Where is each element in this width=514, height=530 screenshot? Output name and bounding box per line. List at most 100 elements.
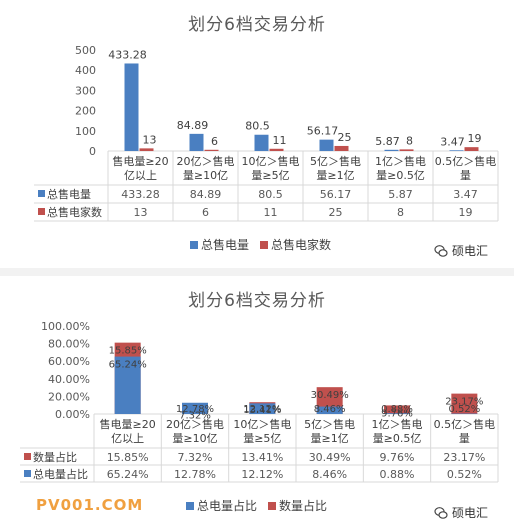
data-label: 12.78%: [176, 404, 214, 415]
table-row-header: 总售电家数: [47, 205, 102, 219]
data-label: 23.17%: [445, 397, 483, 408]
category-label: 0.5亿＞售电: [434, 417, 496, 431]
chart-panel-1: 划分6档交易分析 500 400 300 200 100 0 433.28 13 售电量≥20 亿…: [34, 15, 499, 258]
y-tick-label: 100: [75, 125, 96, 138]
category-label: 20亿＞售电: [177, 154, 235, 168]
y-tick-label: 20.00%: [48, 390, 90, 403]
bar: [249, 403, 276, 414]
legend-label: 总电量占比: [197, 498, 257, 513]
bar: [269, 148, 284, 151]
y-tick-label: 60.00%: [48, 355, 90, 368]
table-cell: 433.28: [121, 188, 160, 201]
table-cell: 8: [397, 206, 404, 219]
y-tick-label: 400: [75, 64, 96, 77]
legend-swatch: [260, 241, 268, 249]
table-cell: 3.47: [453, 188, 478, 201]
category-label: 量≥5亿: [251, 169, 289, 182]
legend-label: 总售电量: [201, 237, 249, 252]
bar: [449, 150, 464, 151]
data-label: 15.85%: [109, 346, 147, 357]
table-cell: 12.78%: [174, 468, 216, 481]
bar: [451, 413, 478, 415]
y-tick-label: 40.00%: [48, 373, 90, 386]
category-label: 量≥10亿: [172, 432, 217, 445]
category-label: 售电量≥20: [112, 154, 168, 168]
bar: [384, 413, 410, 414]
brand-badge-label: 硕电汇: [452, 506, 489, 520]
table-cell: 15.85%: [107, 451, 149, 464]
wechat-icon: [434, 244, 448, 257]
category-label: 20亿＞售电: [166, 417, 224, 431]
table-cell: 30.49%: [309, 451, 351, 464]
category-label: 1亿＞售电: [372, 417, 423, 431]
data-label: 13.41%: [243, 405, 281, 416]
y-tick-label: 80.00%: [48, 338, 90, 351]
bar: [139, 148, 154, 151]
table-cell: 6: [202, 206, 209, 219]
y-tick-label: 100.00%: [41, 320, 90, 333]
bar: [464, 147, 479, 151]
category-label: 量≥0.5亿: [373, 432, 422, 445]
chart-1-svg: 5004003002001000433.2813售电量≥20亿以上84.8962…: [34, 44, 499, 252]
category-label: 量≥1亿: [311, 432, 349, 445]
legend-label: 数量占比: [279, 498, 327, 513]
table-cell: 9.76%: [380, 451, 415, 464]
legend-swatch: [186, 502, 194, 510]
y-tick-label: 0: [89, 145, 96, 158]
table-cell: 13: [134, 206, 148, 219]
y-tick-label: 300: [75, 84, 96, 97]
legend-key: [24, 453, 31, 460]
bar: [384, 405, 410, 414]
data-label: 30.49%: [311, 390, 349, 401]
data-label: 25: [338, 131, 352, 144]
category-label: 量≥0.5亿: [376, 169, 425, 182]
bar: [384, 149, 399, 151]
panel-divider: [0, 268, 514, 276]
data-label: 3.47: [440, 135, 465, 148]
data-label: 12.12%: [243, 404, 281, 415]
bar: [334, 145, 349, 151]
legend-key: [38, 190, 45, 197]
category-label: 亿以上: [124, 169, 157, 182]
legend-swatch: [268, 502, 276, 510]
table-cell: 56.17: [320, 188, 352, 201]
watermark-text: PV001.COM: [36, 496, 144, 514]
table-cell: 80.5: [258, 188, 283, 201]
table-cell: 25: [329, 206, 343, 219]
data-label: 13: [143, 133, 157, 146]
data-label: 6: [211, 135, 218, 148]
table-cell: 11: [264, 206, 278, 219]
data-label: 56.17: [307, 125, 339, 138]
legend-swatch: [190, 241, 198, 249]
category-label: 量≥1亿: [316, 169, 354, 182]
category-label: 5亿＞售电: [310, 154, 361, 168]
data-label: 19: [468, 132, 482, 145]
table-cell: 8.46%: [312, 468, 347, 481]
legend-label: 总售电家数: [271, 237, 331, 252]
data-label: 7.32%: [179, 411, 211, 422]
chart-title: 划分6档交易分析: [188, 15, 326, 35]
table-cell: 19: [459, 206, 473, 219]
data-label: 84.89: [177, 119, 209, 132]
brand-badge: 硕电汇: [434, 504, 488, 521]
bar: [254, 134, 269, 151]
category-label: 10亿＞售电: [233, 417, 291, 431]
bar: [316, 406, 343, 414]
data-label: 8: [406, 134, 413, 147]
table-cell: 0.88%: [380, 468, 415, 481]
data-label: 0.52%: [448, 404, 480, 415]
category-label: 量≥5亿: [243, 432, 281, 445]
bar: [189, 133, 204, 151]
legend-key: [38, 208, 45, 215]
data-label: 5.87: [375, 135, 400, 148]
data-label: 0.88%: [381, 404, 413, 415]
bar: [114, 356, 141, 414]
category-label: 量: [460, 169, 471, 182]
table-cell: 7.32%: [178, 451, 213, 464]
table-row-header: 总电量占比: [33, 467, 88, 481]
y-tick-label: 0.00%: [55, 408, 90, 421]
chart-2-svg: 100.00% 80.00% 60.00% 40.00% 20.00% 0.00% 15.8…: [20, 320, 499, 513]
data-label: 433.28: [108, 48, 147, 61]
data-label: 80.5: [245, 120, 270, 133]
chart-panel-2: 划分6档交易分析 100.00% 80.00% 60.00% 40.00% 20.00%…: [0, 276, 514, 530]
